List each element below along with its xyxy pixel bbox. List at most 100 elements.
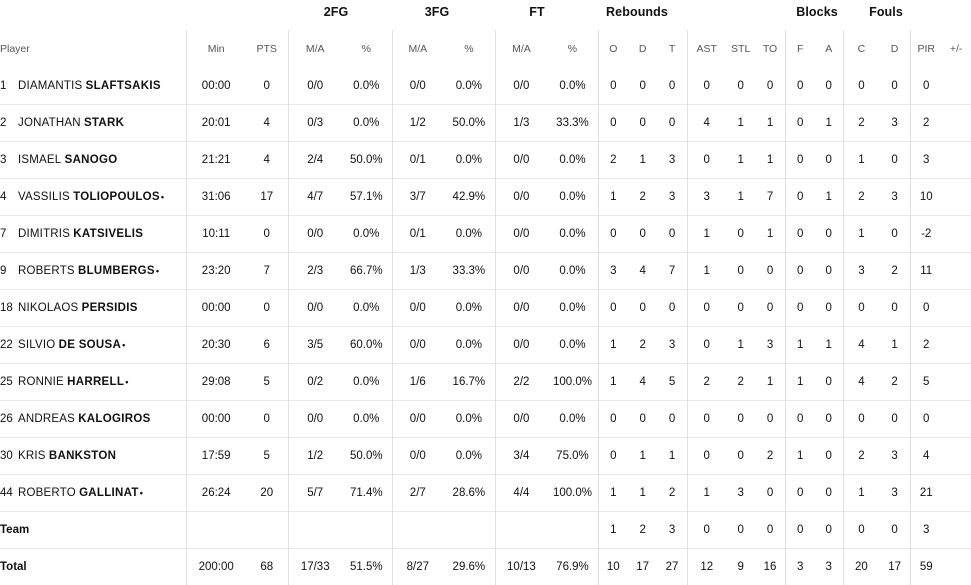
- player-number: 3: [0, 154, 18, 166]
- player-name-link[interactable]: ANDREAS KALOGIROS: [18, 413, 151, 425]
- cell-fg3-pct: 0.0%: [443, 216, 495, 253]
- col-2fg-pct[interactable]: %: [341, 30, 392, 68]
- cell-stl: 1: [726, 105, 756, 142]
- player-name-link[interactable]: DIMITRIS KATSIVELIS: [18, 228, 143, 240]
- cell-ast: 1: [687, 253, 726, 290]
- cell-blk-f: 0: [785, 179, 815, 216]
- cell-fg2-ma: 4/7: [289, 179, 341, 216]
- cell-fg2-ma: 2/3: [289, 253, 341, 290]
- player-name-link[interactable]: JONATHAN STARK: [18, 117, 124, 129]
- cell-plus-minus: [941, 364, 971, 401]
- cell-to: 1: [755, 105, 785, 142]
- cell-fg2-pct: 50.0%: [341, 438, 392, 475]
- cell-foul-d: 0: [879, 142, 911, 179]
- col-foul-d[interactable]: D: [879, 30, 911, 68]
- cell-ast: 0: [687, 290, 726, 327]
- col-blk-f[interactable]: F: [785, 30, 815, 68]
- cell-stl: 0: [726, 290, 756, 327]
- cell-foul-d: 2: [879, 364, 911, 401]
- col-blk-a[interactable]: A: [815, 30, 844, 68]
- cell-blk-a: 0: [815, 290, 844, 327]
- cell-ft-ma: 10/13: [495, 549, 547, 585]
- cell-pir: 5: [911, 364, 942, 401]
- cell-ft-pct: 0.0%: [547, 401, 598, 438]
- cell-pts: 0: [245, 401, 289, 438]
- player-name-link[interactable]: ROBERTS BLUMBERGS: [18, 265, 155, 277]
- cell-fg3-ma: 1/3: [392, 253, 443, 290]
- col-2fg-ma[interactable]: M/A: [289, 30, 341, 68]
- cell-fg3-ma: 0/0: [392, 290, 443, 327]
- cell-fg2-pct: [341, 512, 392, 549]
- cell-reb-o: 1: [598, 327, 628, 364]
- cell-ft-pct: 100.0%: [547, 475, 598, 512]
- cell-foul-c: 1: [843, 216, 879, 253]
- cell-stl: 9: [726, 549, 756, 585]
- col-3fg-pct[interactable]: %: [443, 30, 495, 68]
- cell-pir: 10: [911, 179, 942, 216]
- player-name-link[interactable]: KRIS BANKSTON: [18, 450, 116, 462]
- col-reb-o[interactable]: O: [598, 30, 628, 68]
- cell-foul-c: 3: [843, 253, 879, 290]
- cell-pir: 2: [911, 327, 942, 364]
- cell-foul-c: 2: [843, 179, 879, 216]
- col-ft-pct[interactable]: %: [547, 30, 598, 68]
- player-name-link[interactable]: DIAMANTIS SLAFTSAKIS: [18, 80, 161, 92]
- player-number: 1: [0, 80, 18, 92]
- cell-blk-f: 1: [785, 364, 815, 401]
- col-to[interactable]: TO: [755, 30, 785, 68]
- cell-reb-o: 0: [598, 216, 628, 253]
- player-name-link[interactable]: ROBERTO GALLINAT: [18, 487, 139, 499]
- cell-foul-c: 20: [843, 549, 879, 585]
- cell-ast: 0: [687, 142, 726, 179]
- cell-fg3-ma: 8/27: [392, 549, 443, 585]
- player-number: 44: [0, 487, 18, 499]
- col-reb-d[interactable]: D: [628, 30, 658, 68]
- cell-blk-a: 1: [815, 179, 844, 216]
- cell-reb-o: 10: [598, 549, 628, 585]
- cell-plus-minus: [941, 327, 971, 364]
- cell-to: 0: [755, 68, 785, 105]
- cell-min: 21:21: [187, 142, 245, 179]
- cell-blk-f: 0: [785, 142, 815, 179]
- cell-reb-t: 7: [657, 253, 687, 290]
- player-last-name: PERSIDIS: [82, 302, 138, 314]
- cell-fg2-ma: 0/0: [289, 401, 341, 438]
- player-name-link[interactable]: VASSILIS TOLIOPOULOS: [18, 191, 160, 203]
- col-reb-t[interactable]: T: [657, 30, 687, 68]
- cell-fg3-pct: 0.0%: [443, 438, 495, 475]
- cell-fg2-pct: 57.1%: [341, 179, 392, 216]
- cell-pir: 0: [911, 401, 942, 438]
- col-plus-minus[interactable]: +/-: [941, 30, 971, 68]
- col-ast[interactable]: AST: [687, 30, 726, 68]
- col-stl[interactable]: STL: [726, 30, 756, 68]
- cell-plus-minus: [941, 512, 971, 549]
- cell-fg2-ma: 0/0: [289, 68, 341, 105]
- col-3fg-ma[interactable]: M/A: [392, 30, 443, 68]
- cell-foul-c: 2: [843, 438, 879, 475]
- cell-foul-c: 1: [843, 142, 879, 179]
- player-name-link[interactable]: NIKOLAOS PERSIDIS: [18, 302, 138, 314]
- cell-reb-o: 0: [598, 68, 628, 105]
- col-min[interactable]: Min: [187, 30, 245, 68]
- cell-pts: 4: [245, 105, 289, 142]
- player-name-link[interactable]: RONNIE HARRELL: [18, 376, 124, 388]
- player-first-name: ROBERTS: [18, 265, 75, 277]
- col-player[interactable]: Player: [0, 30, 187, 68]
- player-name-link[interactable]: SILVIO DE SOUSA: [18, 339, 121, 351]
- col-pts[interactable]: PTS: [245, 30, 289, 68]
- cell-stl: 1: [726, 179, 756, 216]
- cell-fg3-pct: [443, 512, 495, 549]
- col-ft-ma[interactable]: M/A: [495, 30, 547, 68]
- player-name-link[interactable]: ISMAEL SANOGO: [18, 154, 118, 166]
- cell-reb-d: 17: [628, 549, 658, 585]
- col-pir[interactable]: PIR: [911, 30, 942, 68]
- player-last-name: BLUMBERGS: [78, 265, 155, 277]
- cell-fg3-pct: 0.0%: [443, 68, 495, 105]
- cell-blk-f: 0: [785, 253, 815, 290]
- col-foul-c[interactable]: C: [843, 30, 879, 68]
- column-group-header: 2FG 3FG FT Rebounds Blocks Fouls: [0, 0, 971, 30]
- cell-blk-a: 0: [815, 475, 844, 512]
